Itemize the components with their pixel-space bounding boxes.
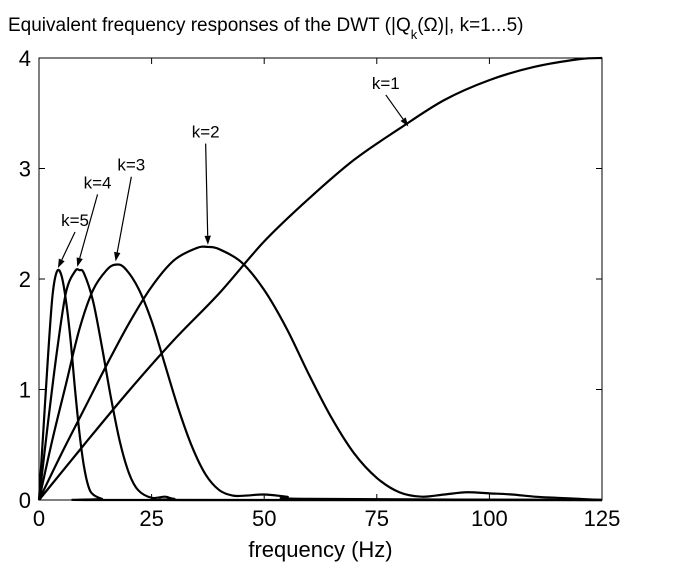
x-tick-label: 50 [252, 506, 276, 531]
x-tick-label: 125 [584, 506, 621, 531]
annotation-arrow [205, 143, 209, 236]
y-tick-label: 3 [19, 157, 31, 182]
series-line-k2 [38, 245, 603, 502]
annotation-arrowhead [204, 235, 211, 245]
annotation-label: k=4 [84, 173, 112, 192]
x-tick-label: 25 [139, 506, 163, 531]
series-line-k3 [37, 263, 603, 502]
annotation-label: k=1 [372, 74, 400, 93]
annotation-arrowhead [114, 251, 121, 262]
series-line-k5 [37, 268, 603, 502]
annotation-arrow [116, 176, 132, 253]
y-tick-label: 1 [19, 378, 31, 403]
x-tick-label: 75 [365, 506, 389, 531]
x-tick-label: 100 [471, 506, 508, 531]
annotation-arrowhead [57, 258, 65, 268]
x-tick-label: 0 [33, 506, 45, 531]
x-axis-label: frequency (Hz) [248, 537, 392, 562]
annotation-label: k=3 [117, 156, 145, 175]
series-line-k1 [38, 56, 603, 501]
chart-title: Equivalent frequency responses of the DW… [8, 15, 523, 42]
chart-title-pre: Equivalent frequency responses of the DW… [8, 15, 411, 36]
annotation-arrow [79, 194, 99, 259]
annotation-label: k=5 [61, 211, 89, 230]
chart-title-post: (Ω)|, k=1...5) [417, 15, 523, 36]
series-line-k4 [37, 268, 603, 502]
y-tick-label: 2 [19, 267, 31, 292]
y-tick-label: 4 [19, 46, 31, 71]
plot-area-frame [38, 57, 603, 501]
annotation-arrow [61, 231, 76, 261]
annotation-label: k=2 [192, 123, 220, 142]
annotation-arrow [385, 94, 404, 120]
y-tick-label: 0 [19, 488, 31, 513]
annotation-arrowhead [76, 257, 83, 267]
chart-title-subscript: k [411, 27, 418, 42]
annotation-arrowhead [400, 117, 409, 127]
